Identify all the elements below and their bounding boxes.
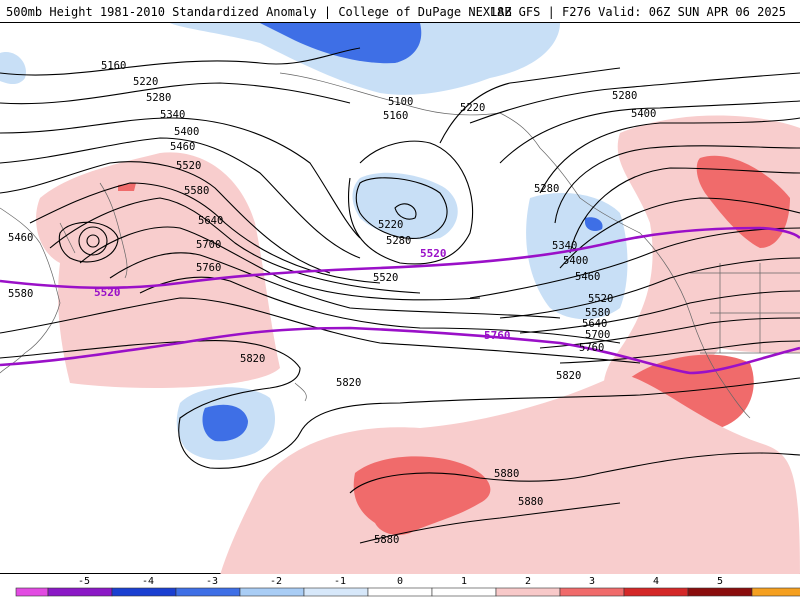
contour-label-5340: 5340 (160, 109, 185, 121)
contour-label-5880-c: 5880 (518, 496, 543, 508)
contour-label-5400: 5400 (174, 126, 199, 138)
contour-label-5700: 5700 (196, 239, 221, 251)
contour-label-5280: 5280 (146, 92, 171, 104)
colorbar-cell (303, 587, 369, 597)
colorbar-tick: -5 (78, 576, 90, 587)
colorbar-tick: 5 (717, 576, 723, 587)
contour-label-5640-e: 5640 (582, 318, 607, 330)
colorbar-cell (15, 587, 49, 597)
contour-label-5640: 5640 (198, 215, 223, 227)
contour-label-5520: 5520 (176, 160, 201, 172)
purple-label-5520-c: 5520 (420, 247, 447, 260)
contour-label-5400-ne: 5400 (631, 108, 656, 120)
colorbar-cells (15, 587, 800, 597)
purple-contours (0, 226, 800, 375)
contour-labels: 5160 5220 5280 5340 5400 5460 5520 5580 … (8, 60, 656, 546)
contour-label-5160: 5160 (101, 60, 126, 72)
colorbar-cell (111, 587, 177, 597)
contour-label-5280-ne: 5280 (612, 90, 637, 102)
colorbar-ticks: -5 -4 -3 -2 -1 0 1 2 3 4 5 (78, 576, 723, 587)
anomaly-colorbar: -5 -4 -3 -2 -1 0 1 2 3 4 5 (0, 574, 800, 600)
purple-label-5760-c: 5760 (484, 329, 511, 342)
contour-label-5220: 5220 (133, 76, 158, 88)
contour-label-5820-w: 5820 (240, 353, 265, 365)
colorbar-cell (239, 587, 305, 597)
contour-label-5460: 5460 (170, 141, 195, 153)
contour-label-5760-e: 5760 (579, 342, 604, 354)
contour-label-5220-c: 5220 (378, 219, 403, 231)
colorbar-tick: 0 (397, 576, 403, 587)
contour-label-5400-e: 5400 (563, 255, 588, 267)
contour-label-5820-e: 5820 (556, 370, 581, 382)
contour-label-5280-c: 5280 (386, 235, 411, 247)
colorbar-tick: -3 (206, 576, 218, 587)
contour-label-5880-e: 5880 (494, 468, 519, 480)
colorbar-cell (367, 587, 433, 597)
colorbar-cell (687, 587, 753, 597)
coastlines (0, 72, 800, 419)
purple-label-5520-w: 5520 (94, 286, 121, 299)
model-run-info: 18Z GFS | F276 Valid: 06Z SUN APR 06 202… (489, 5, 786, 19)
contour-label-5700-e: 5700 (585, 329, 610, 341)
contour-label-5520-c: 5520 (373, 272, 398, 284)
contour-label-5460-e: 5460 (575, 271, 600, 283)
anomaly-map: 5160 5220 5280 5340 5400 5460 5520 5580 … (0, 22, 800, 575)
contour-label-5160-n: 5160 (383, 110, 408, 122)
contour-label-5520-e: 5520 (588, 293, 613, 305)
colorbar-tick: -4 (142, 576, 154, 587)
colorbar-cell (495, 587, 561, 597)
contour-label-5100: 5100 (388, 96, 413, 108)
colorbar-cell (47, 587, 113, 597)
colorbar-cell (175, 587, 241, 597)
negative-anomaly-shading (0, 23, 628, 460)
contour-label-5580-edge: 5580 (8, 288, 33, 300)
colorbar-tick: 2 (525, 576, 531, 587)
colorbar-tick: 4 (653, 576, 659, 587)
contour-label-5580: 5580 (184, 185, 209, 197)
colorbar-tick: -1 (334, 576, 346, 587)
colorbar-cell (623, 587, 689, 597)
contour-label-5760: 5760 (196, 262, 221, 274)
contour-label-5220-n: 5220 (460, 102, 485, 114)
contour-label-5460-low: 5460 (8, 232, 33, 244)
colorbar-cell (751, 587, 800, 597)
colorbar-tick: -2 (270, 576, 282, 587)
map-title: 500mb Height 1981-2010 Standardized Anom… (6, 5, 512, 19)
contour-label-5880-s: 5880 (374, 534, 399, 546)
contour-label-5340-e: 5340 (552, 240, 577, 252)
contour-label-5820-c: 5820 (336, 377, 361, 389)
contour-label-5580-e: 5580 (585, 307, 610, 319)
colorbar-tick: 3 (589, 576, 595, 587)
contour-label-5280-e: 5280 (534, 183, 559, 195)
colorbar-tick: 1 (461, 576, 467, 587)
height-contours (0, 47, 800, 544)
colorbar-cell (559, 587, 625, 597)
colorbar-cell (431, 587, 497, 597)
title-bar: 500mb Height 1981-2010 Standardized Anom… (0, 0, 800, 22)
